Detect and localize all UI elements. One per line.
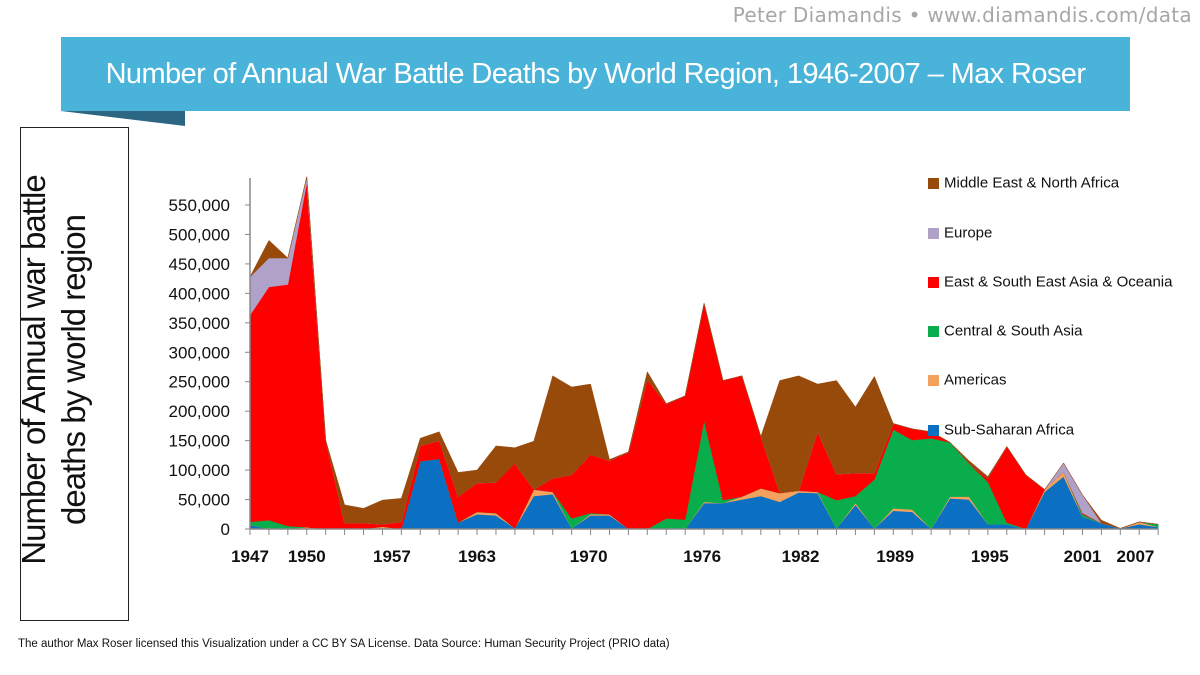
legend-label: Americas	[944, 371, 1007, 389]
y-tick-label: 150,000	[169, 432, 230, 451]
legend-item-east-asia: East & South East Asia & Oceania	[928, 273, 1193, 291]
axes-group: 0 50,000 100,000 150,000 200,000 250,000 300,0…	[169, 178, 1159, 566]
legend-item-mena: Middle East & North Africa	[928, 174, 1193, 192]
legend-swatch	[928, 177, 939, 189]
legend-item-sub-saharan-africa: Sub-Saharan Africa	[928, 421, 1193, 439]
y-tick-label: 250,000	[169, 373, 230, 392]
legend-swatch	[928, 424, 939, 436]
y-tick-label: 400,000	[169, 284, 230, 303]
legend-label: Central & South Asia	[944, 322, 1083, 340]
x-tick-label: 1995	[971, 547, 1009, 566]
x-tick-label: 1976	[683, 547, 721, 566]
x-tick-label: 1957	[373, 547, 411, 566]
legend-swatch	[928, 276, 939, 288]
banner-fold	[61, 111, 185, 126]
license-footer: The author Max Roser licensed this Visua…	[18, 638, 670, 650]
x-tick-label: 1989	[876, 547, 914, 566]
x-tick-label: 1947	[231, 547, 269, 566]
y-tick-label: 0	[221, 520, 230, 539]
area-middle-east-north-africa	[249, 176, 1159, 529]
y-tick-label: 200,000	[169, 402, 230, 421]
y-axis-label-box	[20, 127, 129, 621]
y-tick-label: 500,000	[169, 225, 230, 244]
legend-label: Europe	[944, 224, 993, 242]
chart-title: Number of Annual War Battle Deaths by Wo…	[105, 58, 1086, 90]
y-tick-label: 100,000	[169, 461, 230, 480]
y-tick-label: 550,000	[169, 196, 230, 215]
legend-swatch	[928, 227, 939, 239]
legend-swatch	[928, 374, 939, 386]
legend-item-central-south-asia: Central & South Asia	[928, 322, 1193, 340]
x-tick-label: 2007	[1117, 547, 1155, 566]
legend-item-americas: Americas	[928, 371, 1193, 389]
x-tick-label: 2001	[1064, 547, 1102, 566]
legend-label: East & South East Asia & Oceania	[944, 273, 1173, 291]
x-tick-label: 1970	[570, 547, 608, 566]
x-tick-label: 1963	[458, 547, 496, 566]
x-tick-label: 1950	[288, 547, 326, 566]
author-credit: Peter Diamandis • www.diamandis.com/data	[732, 3, 1192, 27]
x-tick-label: 1982	[782, 547, 820, 566]
legend-label: Middle East & North Africa	[944, 174, 1120, 192]
legend-swatch	[928, 325, 939, 337]
legend-label: Sub-Saharan Africa	[944, 421, 1075, 439]
y-tick-label: 300,000	[169, 343, 230, 362]
y-tick-label: 50,000	[178, 491, 230, 510]
y-tick-label: 450,000	[169, 255, 230, 274]
y-tick-label: 350,000	[169, 314, 230, 333]
title-banner: Number of Annual War Battle Deaths by Wo…	[61, 37, 1130, 111]
legend-item-europe: Europe	[928, 224, 1193, 242]
